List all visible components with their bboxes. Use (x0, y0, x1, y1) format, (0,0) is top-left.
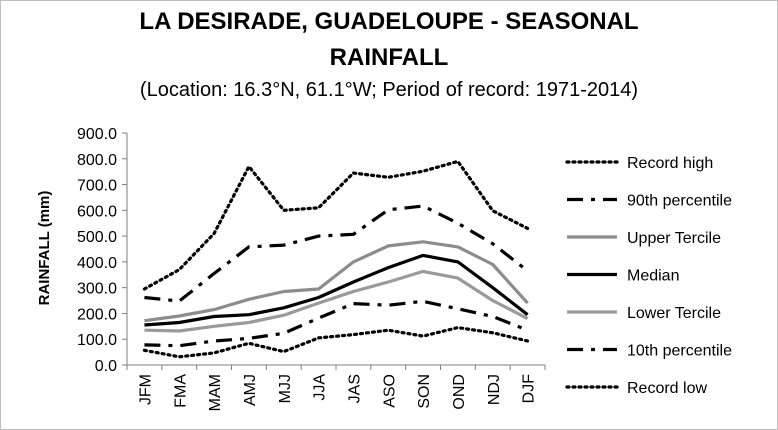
series-line-90th-percentile (144, 204, 529, 303)
legend: Record high 90th percentile Upper Tercile M… (565, 155, 732, 397)
x-tick-label: NDJ (486, 374, 503, 405)
series-line-record-high (142, 159, 530, 291)
x-tick-label: JJA (312, 374, 329, 401)
y-tick-label: 600.0 (77, 203, 117, 220)
y-tick-label: 200.0 (77, 306, 117, 323)
series-line-upper-tercile (144, 240, 529, 323)
y-tick-label: 800.0 (77, 152, 117, 169)
x-tick-label: JAS (346, 374, 363, 403)
y-tick-label: 900.0 (77, 126, 117, 143)
y-axis-label: RAINFALL (mm) (36, 191, 53, 306)
series-line-lower-tercile (144, 269, 529, 333)
x-tick-label: MJJ (277, 374, 294, 403)
y-tick-label: 100.0 (77, 332, 117, 349)
series-line-10th-percentile (144, 299, 529, 348)
legend-label: Lower Tercile (627, 305, 721, 322)
legend-label: Median (627, 268, 679, 285)
axes: 0.0 100.0 200.0 300.0 400.0 500.0 600.0 700.0 80… (77, 126, 546, 411)
legend-label: 10th percentile (627, 343, 732, 360)
x-tick-label: MAM (207, 374, 224, 411)
x-tick-label: ASO (381, 374, 398, 408)
x-tick-label: JFM (137, 374, 154, 405)
chart-title-line1: LA DESIRADE, GUADELOUPE - SEASONAL (139, 8, 639, 35)
legend-label: 90th percentile (627, 193, 732, 210)
chart-title-line2: RAINFALL (329, 44, 449, 71)
y-tick-label: 500.0 (77, 229, 117, 246)
series-line-record-low (142, 326, 530, 359)
x-tick-label: FMA (172, 374, 189, 408)
legend-label: Upper Tercile (627, 230, 721, 247)
x-tick-label: SON (416, 374, 433, 409)
legend-label: Record low (627, 380, 707, 397)
x-tick-label: AMJ (242, 374, 259, 406)
y-tick-label: 300.0 (77, 281, 117, 298)
series-line-median (144, 253, 529, 327)
x-tick-label: DJF (521, 374, 538, 404)
y-tick-label: 700.0 (77, 178, 117, 195)
y-tick-label: 400.0 (77, 255, 117, 272)
x-tick-label: OND (451, 374, 468, 410)
y-tick-label: 0.0 (95, 358, 117, 375)
chart-subtitle: (Location: 16.3°N, 61.1°W; Period of rec… (139, 79, 639, 101)
series-layer (142, 159, 530, 359)
legend-label: Record high (627, 155, 713, 172)
